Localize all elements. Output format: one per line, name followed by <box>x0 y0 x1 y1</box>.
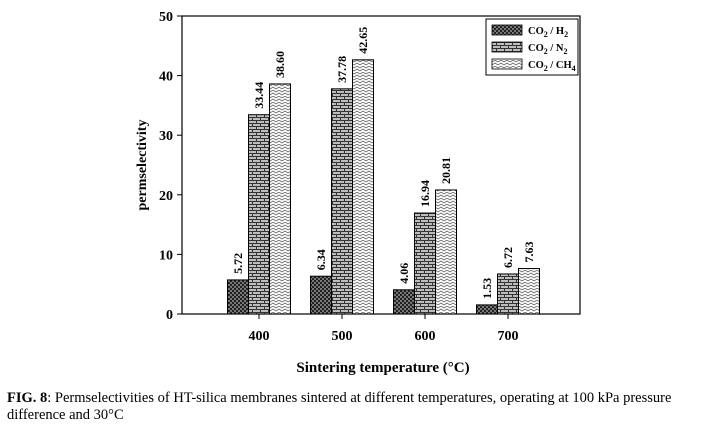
data-label: 7.63 <box>522 242 536 263</box>
legend: CO2 / H2 CO2 / N2 CO2 / CH4 <box>485 18 579 76</box>
data-label: 42.65 <box>356 27 370 54</box>
x-tick-label: 500 <box>332 329 353 344</box>
bar <box>393 289 415 315</box>
data-label: 33.44 <box>252 82 266 109</box>
data-label: 6.34 <box>314 249 328 270</box>
y-tick-label: 10 <box>159 248 173 263</box>
legend-label: CO2 / CH4 <box>528 60 576 73</box>
legend-label: CO2 / H2 <box>528 26 568 39</box>
bar <box>414 212 436 315</box>
data-label: 6.72 <box>501 247 515 268</box>
data-label: 38.60 <box>273 51 287 78</box>
bars-group: 5.72 33.44 38.60 6.34 37.78 42.65 4.06 16.94 20.… <box>227 27 540 315</box>
bar-chart: 0 10 20 30 40 50 permselectivity Sintering temp… <box>135 10 581 376</box>
bar <box>518 268 540 315</box>
bar <box>310 275 332 315</box>
x-tick-label: 700 <box>498 329 519 344</box>
legend-label: CO2 / N2 <box>528 43 568 56</box>
bar <box>331 88 353 315</box>
data-label: 16.94 <box>418 180 432 207</box>
bar <box>248 114 270 315</box>
y-tick-label: 20 <box>159 189 173 204</box>
y-tick-label: 30 <box>159 129 173 144</box>
data-label: 1.53 <box>480 278 494 299</box>
legend-swatch <box>491 24 523 36</box>
bar <box>435 189 457 315</box>
data-label: 37.78 <box>335 56 349 83</box>
bar <box>497 273 519 315</box>
bar <box>269 83 291 315</box>
y-tick-label: 50 <box>159 10 173 25</box>
bar <box>227 279 249 315</box>
legend-swatch <box>491 41 523 53</box>
data-label: 4.06 <box>397 263 411 284</box>
y-tick-label: 0 <box>166 308 173 323</box>
bar <box>352 59 374 315</box>
x-axis-label: Sintering temperature (°C) <box>296 360 469 376</box>
figure-label: FIG. 8 <box>7 390 48 406</box>
bar <box>476 304 498 315</box>
figure-caption-text: : Permselectivities of HT-silica membran… <box>7 390 672 423</box>
legend-swatch <box>491 58 523 70</box>
y-axis-label: permselectivity <box>135 120 150 211</box>
axes-group: 0 10 20 30 40 50 permselectivity Sintering temp… <box>135 10 581 376</box>
figure-caption: FIG. 8: Permselectivities of HT-silica m… <box>7 390 722 424</box>
plot-frame <box>181 15 581 315</box>
data-label: 5.72 <box>231 253 245 274</box>
x-tick-label: 400 <box>249 329 270 344</box>
x-tick-label: 600 <box>415 329 436 344</box>
data-label: 20.81 <box>439 157 453 184</box>
y-tick-label: 40 <box>159 70 173 85</box>
